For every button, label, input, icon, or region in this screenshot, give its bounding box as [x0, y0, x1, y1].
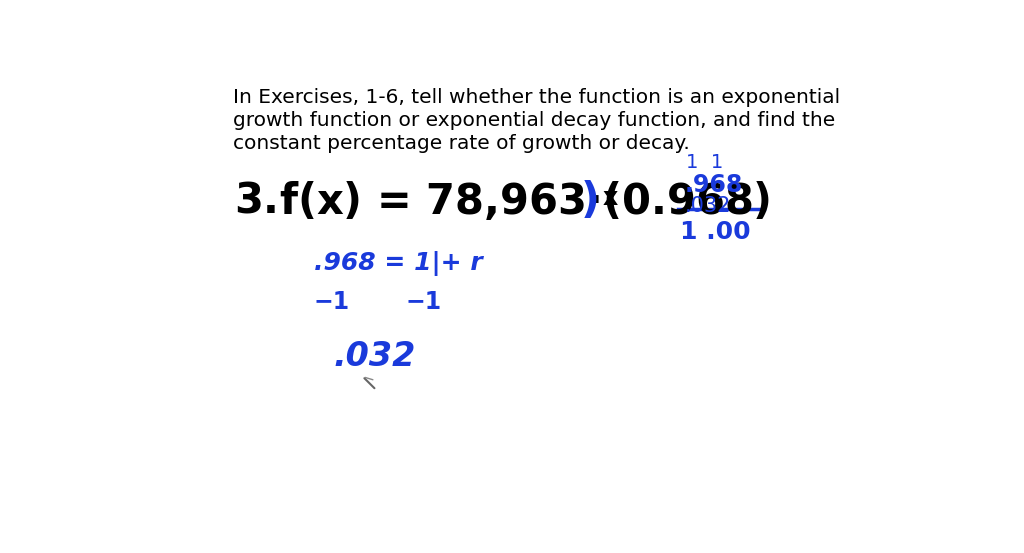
Text: constant percentage rate of growth or decay.: constant percentage rate of growth or de… [232, 134, 689, 153]
Text: 1 .00: 1 .00 [680, 220, 751, 244]
Text: .032: .032 [684, 196, 731, 216]
Text: 3.: 3. [234, 180, 280, 222]
Text: In Exercises, 1-6, tell whether the function is an exponential: In Exercises, 1-6, tell whether the func… [232, 88, 840, 107]
Text: −1: −1 [406, 290, 441, 314]
Text: x: x [603, 186, 618, 210]
Text: .968: .968 [684, 173, 742, 197]
Text: −1: −1 [314, 290, 350, 314]
Text: f(x) = 78,963$\mathbf{\cdot}$(0.968): f(x) = 78,963$\mathbf{\cdot}$(0.968) [280, 180, 770, 223]
Text: .032: .032 [334, 340, 416, 373]
Text: growth function or exponential decay function, and find the: growth function or exponential decay fun… [232, 111, 835, 130]
Text: ): ) [581, 180, 600, 222]
Text: 1  1: 1 1 [686, 153, 723, 171]
Text: .968 = 1|+ r: .968 = 1|+ r [314, 251, 482, 276]
